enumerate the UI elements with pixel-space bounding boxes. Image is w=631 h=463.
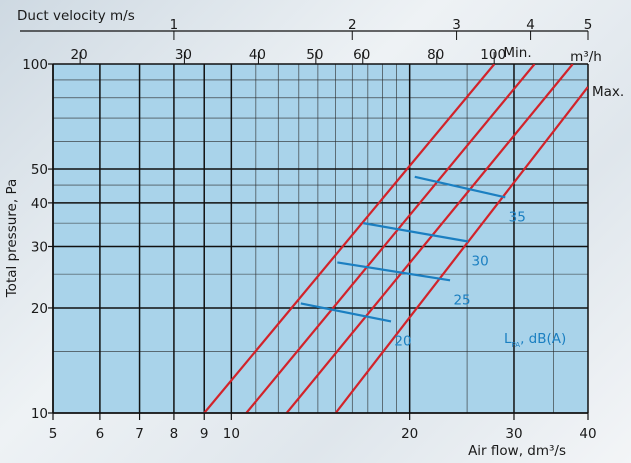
- sound-line-label: 35: [509, 209, 526, 225]
- y-axis-title: Total pressure, Pa: [4, 179, 20, 299]
- top-axis-m3h-tick-label: 60: [353, 47, 370, 63]
- top-axis-m3h-tick-label: 30: [175, 47, 192, 63]
- sound-annotation-main: L: [504, 331, 512, 347]
- top-axis-velocity-tick-label: 3: [452, 17, 461, 33]
- sound-line: [414, 175, 506, 199]
- sound-line-label: 25: [453, 292, 470, 308]
- top-axis-m3h-unit: m³/h: [570, 49, 602, 65]
- pressure-line-label-max: Max.: [592, 84, 624, 100]
- y-tick-label: 20: [31, 301, 48, 317]
- top-axis-velocity-title: Duct velocity m/s: [17, 8, 135, 24]
- plot-layer: 5 6 7 8 9 10 20 30 40 10 20 30 40 50 100 1 2 3 4 5 20 30 40 50 6…: [20, 17, 624, 442]
- x-tick-label: 6: [96, 426, 105, 442]
- x-tick-label: 7: [135, 426, 144, 442]
- top-axis-m3h-tick-label: 100: [480, 47, 506, 63]
- top-axis-m3h-tick-label: 20: [71, 47, 88, 63]
- pressure-line: [285, 64, 574, 413]
- x-tick-label: 10: [223, 426, 240, 442]
- top-axis-m3h-tick-label: 40: [249, 47, 266, 63]
- sound-line: [337, 261, 451, 282]
- sound-annotation-rest: , dB(A): [520, 331, 566, 347]
- top-axis-m3h-tick-label: 50: [306, 47, 323, 63]
- sound-annotation: LPA, dB(A): [504, 331, 566, 349]
- plot-area: [53, 64, 588, 413]
- sound-line-label: 30: [472, 254, 489, 270]
- x-tick-label: 9: [200, 426, 209, 442]
- y-tick-label: 40: [31, 196, 48, 212]
- pressure-line: [245, 64, 536, 413]
- pressure-line: [203, 64, 496, 413]
- top-axis-velocity-tick-label: 4: [526, 17, 535, 33]
- top-axis-velocity-tick-label: 1: [170, 17, 179, 33]
- top-axis-velocity-tick-label: 5: [584, 17, 593, 33]
- sound-line-label: 20: [394, 333, 411, 349]
- y-tick-label: 10: [31, 406, 48, 422]
- sound-line: [363, 222, 469, 243]
- x-tick-label: 30: [505, 426, 522, 442]
- x-tick-label: 5: [49, 426, 58, 442]
- y-tick-label: 100: [22, 57, 48, 73]
- pressure-line-label-min: Min.: [503, 45, 531, 61]
- x-tick-label: 8: [170, 426, 179, 442]
- sound-line: [300, 302, 392, 323]
- y-tick-label: 30: [31, 239, 48, 255]
- sound-annotation-sub: PA: [512, 341, 521, 349]
- pressure-line: [334, 86, 588, 413]
- x-axis-title: Air flow, dm³/s: [468, 443, 566, 459]
- top-axis-m3h-tick-label: 80: [427, 47, 444, 63]
- y-tick-label: 50: [31, 162, 48, 178]
- x-tick-label: 20: [401, 426, 418, 442]
- top-axis-velocity-tick-label: 2: [348, 17, 357, 33]
- x-tick-label: 40: [579, 426, 596, 442]
